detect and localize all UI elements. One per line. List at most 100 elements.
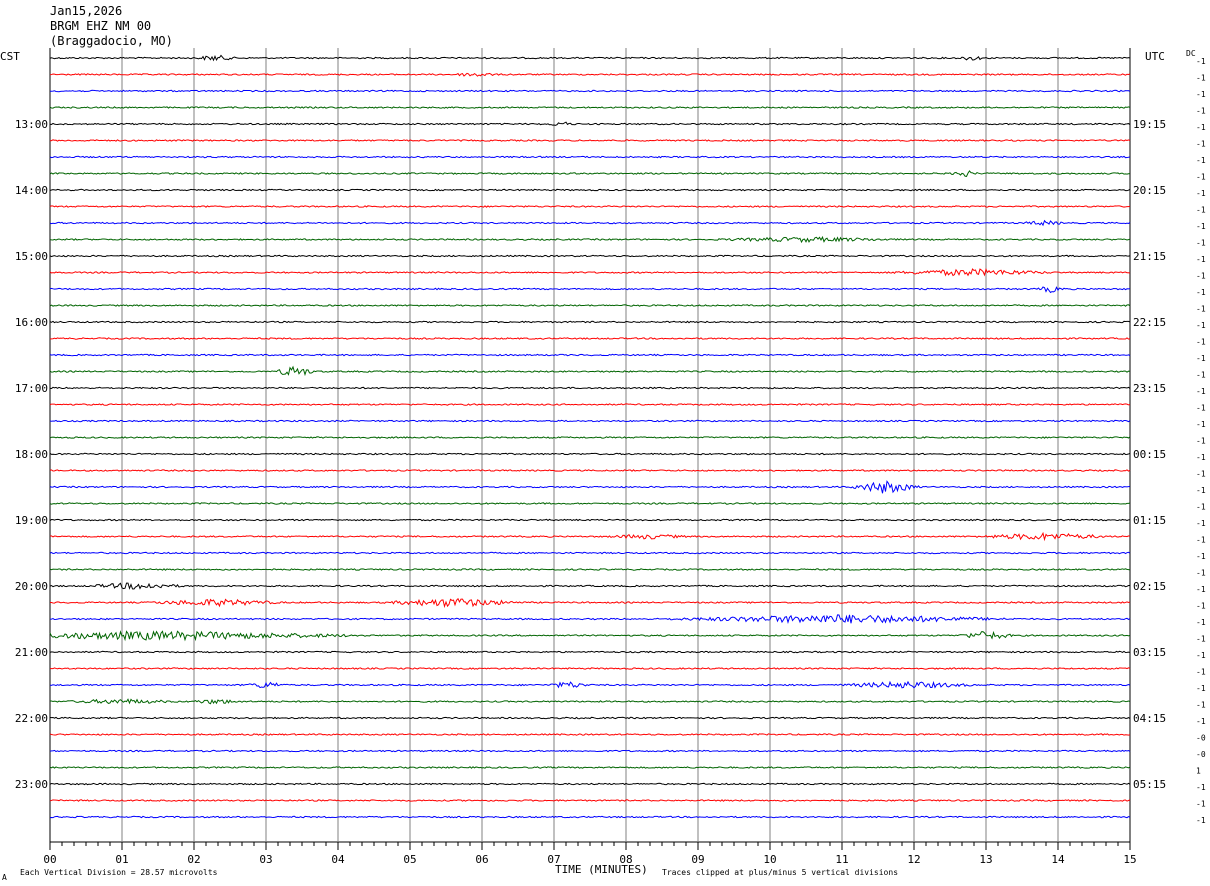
trace-line	[49, 551, 1131, 555]
dc-offset-label: 1	[1196, 767, 1201, 776]
trace-line	[49, 170, 1131, 177]
trace-line	[49, 469, 1131, 472]
dc-offset-label: -1	[1196, 404, 1206, 413]
left-hour-label: 23:00	[15, 778, 48, 791]
dc-offset-label: -1	[1196, 140, 1206, 149]
left-hour-label: 13:00	[15, 118, 48, 131]
x-tick-label: 03	[259, 853, 272, 866]
dc-offset-label: -0	[1196, 734, 1206, 743]
dc-offset-label: -1	[1196, 585, 1206, 594]
dc-offset-label: -1	[1196, 123, 1206, 132]
dc-offset-label: -1	[1196, 90, 1206, 99]
trace-line	[49, 304, 1131, 307]
trace-line	[49, 54, 1131, 62]
x-tick-label: 00	[43, 853, 56, 866]
dc-offset-label: -1	[1196, 503, 1206, 512]
dc-offset-label: -1	[1196, 272, 1206, 281]
left-hour-label: 17:00	[15, 382, 48, 395]
right-hour-label: 05:15	[1133, 778, 1166, 791]
dc-offset-label: -1	[1196, 354, 1206, 363]
dc-offset-label: -1	[1196, 57, 1206, 66]
axis-labels: 00 01 02 03 04 05 06 07 08 09 10 11 12 13 14 15 -1 -1 -1 -1…	[15, 57, 1206, 866]
dc-offset-label: -1	[1196, 371, 1206, 380]
x-tick-label: 10	[763, 853, 776, 866]
trace-line	[49, 286, 1131, 294]
trace-line	[49, 235, 1131, 244]
x-tick-label: 06	[475, 853, 488, 866]
trace-line	[50, 597, 1131, 609]
trace-line	[49, 749, 1131, 753]
right-hour-label: 22:15	[1133, 316, 1166, 329]
dc-offset-label: -1	[1196, 717, 1206, 726]
dc-offset-label: -1	[1196, 569, 1206, 578]
trace-line	[49, 72, 1131, 77]
trace-line	[49, 568, 1131, 571]
dc-offset-label: -0	[1196, 750, 1206, 759]
dc-offset-label: -1	[1196, 470, 1206, 479]
right-hour-label: 00:15	[1133, 448, 1166, 461]
dc-offset-label: -1	[1196, 651, 1206, 660]
trace-line	[49, 766, 1131, 769]
dc-offset-label: -1	[1196, 305, 1206, 314]
trace-line	[49, 782, 1131, 786]
dc-offset-label: -1	[1196, 74, 1206, 83]
trace-line	[49, 89, 1131, 93]
trace-line	[49, 386, 1131, 390]
dc-offset-label: -1	[1196, 602, 1206, 611]
dc-offset-label: -1	[1196, 387, 1206, 396]
grid	[49, 48, 1131, 850]
dc-offset-label: -1	[1196, 437, 1206, 446]
dc-offset-label: -1	[1196, 206, 1206, 215]
right-hour-label: 03:15	[1133, 646, 1166, 659]
right-hour-label: 20:15	[1133, 184, 1166, 197]
trace-line	[49, 815, 1131, 819]
trace-line	[49, 139, 1131, 142]
dc-offset-label: -1	[1196, 453, 1206, 462]
dc-offset-label: -1	[1196, 156, 1206, 165]
trace-line	[49, 531, 1131, 542]
header-location: (Braggadocio, MO)	[50, 34, 173, 48]
x-tick-label: 01	[115, 853, 128, 866]
traces	[49, 54, 1131, 819]
x-tick-label: 04	[331, 853, 345, 866]
dc-offset-label: -1	[1196, 684, 1206, 693]
dc-offset-label: -1	[1196, 552, 1206, 561]
x-tick-label: 13	[979, 853, 992, 866]
x-tick-label: 07	[547, 853, 560, 866]
left-hour-label: 15:00	[15, 250, 48, 263]
dc-offset-label: -1	[1196, 783, 1206, 792]
dc-offset-label: -1	[1196, 635, 1206, 644]
trace-line	[49, 716, 1131, 720]
trace-line	[49, 419, 1131, 423]
clip-note: Traces clipped at plus/minus 5 vertical …	[662, 868, 898, 877]
trace-line	[49, 667, 1131, 670]
header-station: BRGM EHZ NM 00	[50, 19, 151, 33]
trace-line	[49, 518, 1131, 522]
trace-line	[49, 480, 1131, 494]
dc-offset-label: -1	[1196, 486, 1206, 495]
trace-line	[49, 353, 1131, 357]
x-tick-label: 02	[187, 853, 200, 866]
trace-line	[49, 650, 1131, 654]
right-hour-label: 02:15	[1133, 580, 1166, 593]
dc-offset-label: -1	[1196, 618, 1206, 627]
right-axis-label: UTC	[1145, 50, 1165, 63]
trace-line	[49, 219, 1131, 227]
trace-line	[49, 155, 1131, 159]
trace-line	[49, 121, 1131, 126]
x-tick-label: 14	[1051, 853, 1065, 866]
left-hour-label: 22:00	[15, 712, 48, 725]
right-hour-label: 23:15	[1133, 382, 1166, 395]
trace-line	[49, 680, 1131, 689]
trace-line	[49, 582, 1131, 590]
dc-offset-label: -1	[1196, 519, 1206, 528]
right-hour-label: 04:15	[1133, 712, 1166, 725]
trace-line	[49, 365, 1131, 377]
trace-line	[49, 254, 1131, 258]
x-tick-label: 09	[691, 853, 704, 866]
scale-note: Each Vertical Division = 28.57 microvolt…	[20, 868, 218, 877]
trace-line	[49, 733, 1131, 736]
trace-line	[49, 698, 1131, 705]
x-tick-label: 15	[1123, 853, 1136, 866]
trace-line	[49, 188, 1131, 192]
